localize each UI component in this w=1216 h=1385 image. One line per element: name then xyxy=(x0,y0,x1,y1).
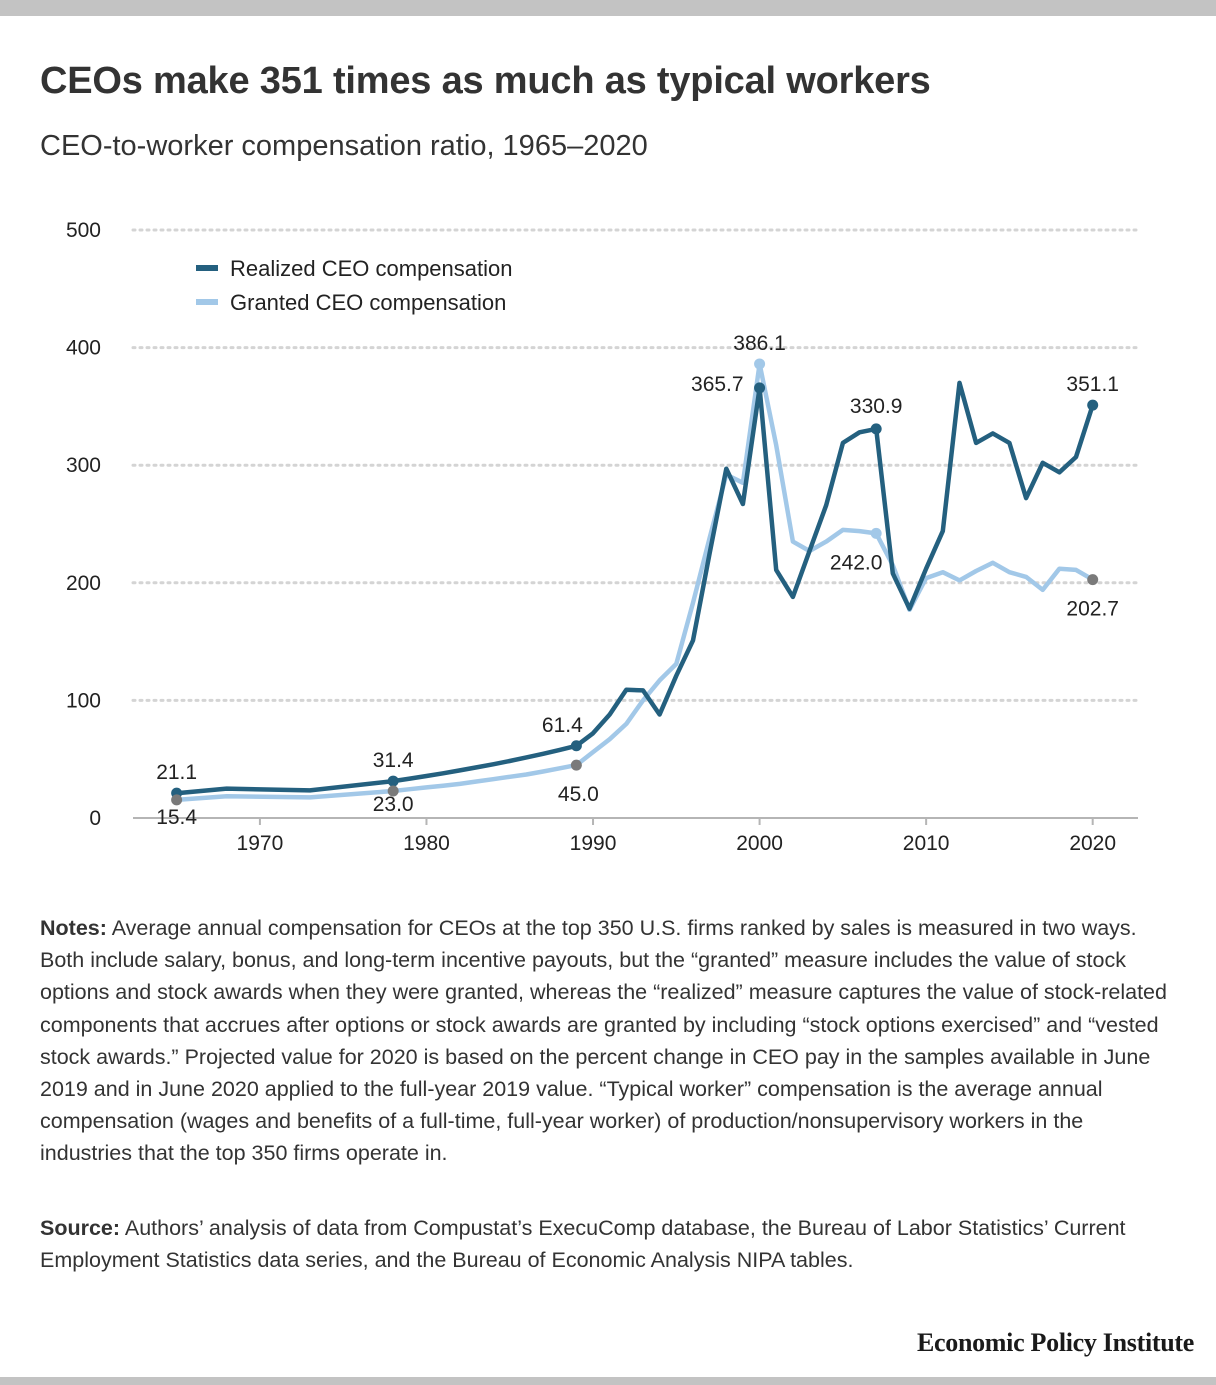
x-tick-label: 2000 xyxy=(736,832,783,855)
annotation-label: 21.1 xyxy=(156,761,197,784)
annotation-marker xyxy=(870,527,882,539)
annotation-markers xyxy=(171,358,1099,806)
y-tick-label: 500 xyxy=(66,219,101,242)
brand-logo: Economic Policy Institute xyxy=(916,1328,1194,1357)
annotation-marker xyxy=(1087,399,1099,411)
y-tick-label: 300 xyxy=(66,454,101,477)
gridlines xyxy=(131,228,1140,702)
source-body: Authors’ analysis of data from Compustat… xyxy=(40,1216,1126,1273)
annotation-marker xyxy=(570,759,582,771)
annotation-label: 31.4 xyxy=(373,749,414,772)
annotation-marker xyxy=(570,740,582,752)
x-tick-label: 1970 xyxy=(237,832,284,855)
annotation-label: 202.7 xyxy=(1066,598,1119,621)
y-tick-label: 200 xyxy=(66,572,101,595)
source-text: Source: Authors’ analysis of data from C… xyxy=(40,1212,1180,1276)
legend: Realized CEO compensation Granted CEO com… xyxy=(196,256,512,315)
annotation-marker xyxy=(171,794,183,806)
annotation-label: 242.0 xyxy=(830,551,883,574)
annotation-marker xyxy=(870,423,882,435)
legend-label-realized: Realized CEO compensation xyxy=(230,256,512,281)
annotation-marker xyxy=(754,382,766,394)
annotation-label: 15.4 xyxy=(156,806,197,829)
x-tick-label: 2020 xyxy=(1069,832,1116,855)
annotation-marker xyxy=(387,785,399,797)
annotation-labels: 21.1 15.4 31.4 23.0 61.4 45.0 365.7 386.1 330.9 2… xyxy=(156,332,1119,829)
annotation-label: 330.9 xyxy=(850,395,903,418)
annotation-marker xyxy=(754,358,766,370)
annotation-label: 23.0 xyxy=(373,793,414,816)
chart-title: CEOs make 351 times as much as typical w… xyxy=(40,60,931,102)
annotation-marker xyxy=(1087,574,1099,586)
x-tick-label: 1980 xyxy=(403,832,450,855)
annotation-label: 61.4 xyxy=(542,714,583,737)
chart-subtitle: CEO-to-worker compensation ratio, 1965–2… xyxy=(40,130,648,162)
line-chart: 0 100 200 300 400 500 1970 1980 1990 2000 2010 2020… xyxy=(66,219,1140,855)
y-tick-label: 0 xyxy=(89,807,101,830)
source-label: Source: xyxy=(40,1216,121,1240)
series-lines xyxy=(174,361,1095,803)
series-line-realized xyxy=(174,380,1095,796)
legend-label-granted: Granted CEO compensation xyxy=(230,290,506,315)
annotation-label: 45.0 xyxy=(558,783,599,806)
notes-text: Notes: Average annual compensation for C… xyxy=(40,912,1180,1170)
annotation-label: 351.1 xyxy=(1066,373,1119,396)
annotation-marker xyxy=(387,775,399,787)
notes-label: Notes: xyxy=(40,916,107,940)
annotation-label: 365.7 xyxy=(691,373,744,396)
bottom-border xyxy=(0,1377,1216,1385)
x-tick-label: 2010 xyxy=(903,832,950,855)
x-tick-label: 1990 xyxy=(570,832,617,855)
annotation-label: 386.1 xyxy=(733,332,786,355)
axes: 0 100 200 300 400 500 1970 1980 1990 2000 2010 2020 xyxy=(66,219,1138,855)
y-tick-label: 400 xyxy=(66,337,101,360)
top-border xyxy=(0,0,1216,16)
notes-body: Average annual compensation for CEOs at … xyxy=(40,916,1167,1166)
y-tick-label: 100 xyxy=(66,689,101,712)
